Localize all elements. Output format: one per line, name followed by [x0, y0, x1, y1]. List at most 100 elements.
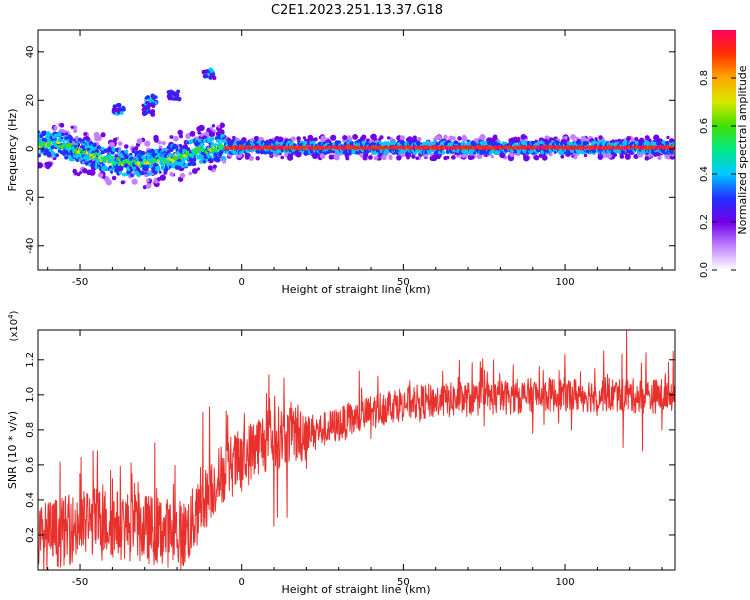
- spectral-band: [48, 148, 53, 153]
- figure-title: C2E1.2023.251.13.37.G18: [271, 3, 443, 18]
- spectral-haze: [448, 135, 454, 141]
- spectral-blob: [116, 102, 122, 108]
- spectral-band: [658, 141, 662, 145]
- spectral-band: [383, 150, 388, 155]
- spectral-haze: [359, 136, 366, 142]
- spectral-haze: [445, 155, 450, 160]
- spectral-band: [100, 146, 105, 152]
- spectral-haze: [333, 154, 340, 161]
- spectral-band: [392, 140, 397, 145]
- spectral-haze: [630, 137, 635, 142]
- spectral-haze: [64, 132, 69, 136]
- spectral-haze: [437, 135, 442, 140]
- colorbar-ticks: 0.0 0.2 0.4 0.6 0.8: [699, 70, 736, 278]
- spectral-haze: [94, 136, 99, 142]
- y-tick-label: 40: [25, 45, 36, 58]
- spectral-haze: [98, 172, 104, 178]
- colorbar-tick-label: 0.8: [699, 70, 710, 86]
- spectral-band: [544, 141, 548, 145]
- spectral-haze: [153, 137, 159, 143]
- spectral-band: [92, 142, 97, 148]
- spectral-haze: [189, 130, 196, 137]
- spectral-band: [634, 140, 639, 145]
- spectral-blob: [204, 69, 208, 73]
- spectral-band: [151, 166, 156, 172]
- spectral-blob: [119, 111, 124, 115]
- snr-frame: [37, 329, 676, 571]
- spectral-haze: [666, 135, 670, 140]
- spectral-blob: [144, 112, 147, 116]
- spectral-band: [513, 142, 518, 147]
- spectral-haze: [490, 155, 495, 159]
- y-tick-label: -40: [25, 238, 36, 254]
- spectral-band: [177, 158, 182, 163]
- snr-y-axis-label: SNR (10 * v/v): [6, 411, 19, 489]
- spectral-band: [222, 138, 227, 144]
- spectral-band: [349, 141, 354, 146]
- x-tick-label: 0: [239, 577, 245, 588]
- spectral-band: [110, 170, 114, 174]
- spectral-haze: [232, 135, 236, 140]
- spectral-band: [652, 141, 658, 147]
- spectral-band: [74, 142, 79, 146]
- spectral-haze: [386, 136, 391, 140]
- spectral-band: [531, 140, 536, 145]
- spectral-blob: [172, 97, 176, 101]
- x-tick-label: 100: [556, 277, 575, 288]
- spectral-band: [117, 149, 122, 153]
- spectral-haze: [499, 151, 506, 159]
- spectral-blob: [176, 89, 181, 94]
- spectral-band: [144, 171, 147, 175]
- spectral-haze: [220, 122, 224, 127]
- spectral-haze: [78, 171, 83, 175]
- spectral-band: [260, 150, 265, 155]
- spectral-haze: [370, 133, 377, 140]
- spectral-band: [38, 137, 41, 141]
- x-tick-label: -50: [72, 577, 88, 588]
- spectral-haze: [177, 129, 183, 136]
- spectral-band: [122, 172, 126, 177]
- spectral-band: [215, 157, 221, 163]
- spectral-band: [107, 146, 112, 150]
- spectral-haze: [470, 155, 475, 160]
- spectral-haze: [179, 172, 186, 179]
- spectral-haze: [594, 137, 598, 141]
- spectral-band: [72, 138, 76, 142]
- spectral-haze: [112, 137, 118, 142]
- spectral-haze: [342, 135, 348, 141]
- y-tick-label: 0.8: [25, 422, 36, 438]
- spectral-band: [441, 150, 446, 155]
- spectral-core: [194, 150, 199, 154]
- spectrogram-y-axis-label: Frequency (Hz): [6, 109, 19, 192]
- spectrogram-heatmap: [38, 67, 675, 190]
- spectral-haze: [72, 125, 78, 130]
- spectral-haze: [211, 124, 216, 128]
- spectral-band: [67, 152, 71, 156]
- spectral-haze: [653, 135, 658, 141]
- spectral-haze: [520, 133, 527, 140]
- spectral-haze: [533, 155, 537, 160]
- spectral-haze: [379, 135, 384, 140]
- spectral-band: [168, 152, 173, 158]
- spectral-haze: [144, 140, 151, 147]
- spectral-band: [118, 152, 123, 157]
- spectral-haze: [159, 174, 166, 181]
- spectral-blob: [111, 107, 117, 112]
- spectral-band: [592, 140, 597, 145]
- spectral-haze: [538, 153, 544, 158]
- spectral-blob: [173, 92, 178, 96]
- spectral-band: [646, 140, 650, 144]
- spectral-core: [214, 148, 219, 153]
- spectral-haze: [111, 175, 117, 181]
- spectral-blob: [154, 95, 158, 99]
- spectral-band: [50, 145, 55, 150]
- spectral-band: [182, 157, 186, 162]
- spectral-band: [134, 150, 139, 156]
- spectral-band: [163, 168, 169, 173]
- spectral-haze: [248, 155, 254, 161]
- spectral-band: [205, 158, 209, 162]
- spectral-haze: [108, 141, 115, 148]
- spectral-haze: [541, 155, 548, 161]
- spectral-haze: [196, 167, 201, 171]
